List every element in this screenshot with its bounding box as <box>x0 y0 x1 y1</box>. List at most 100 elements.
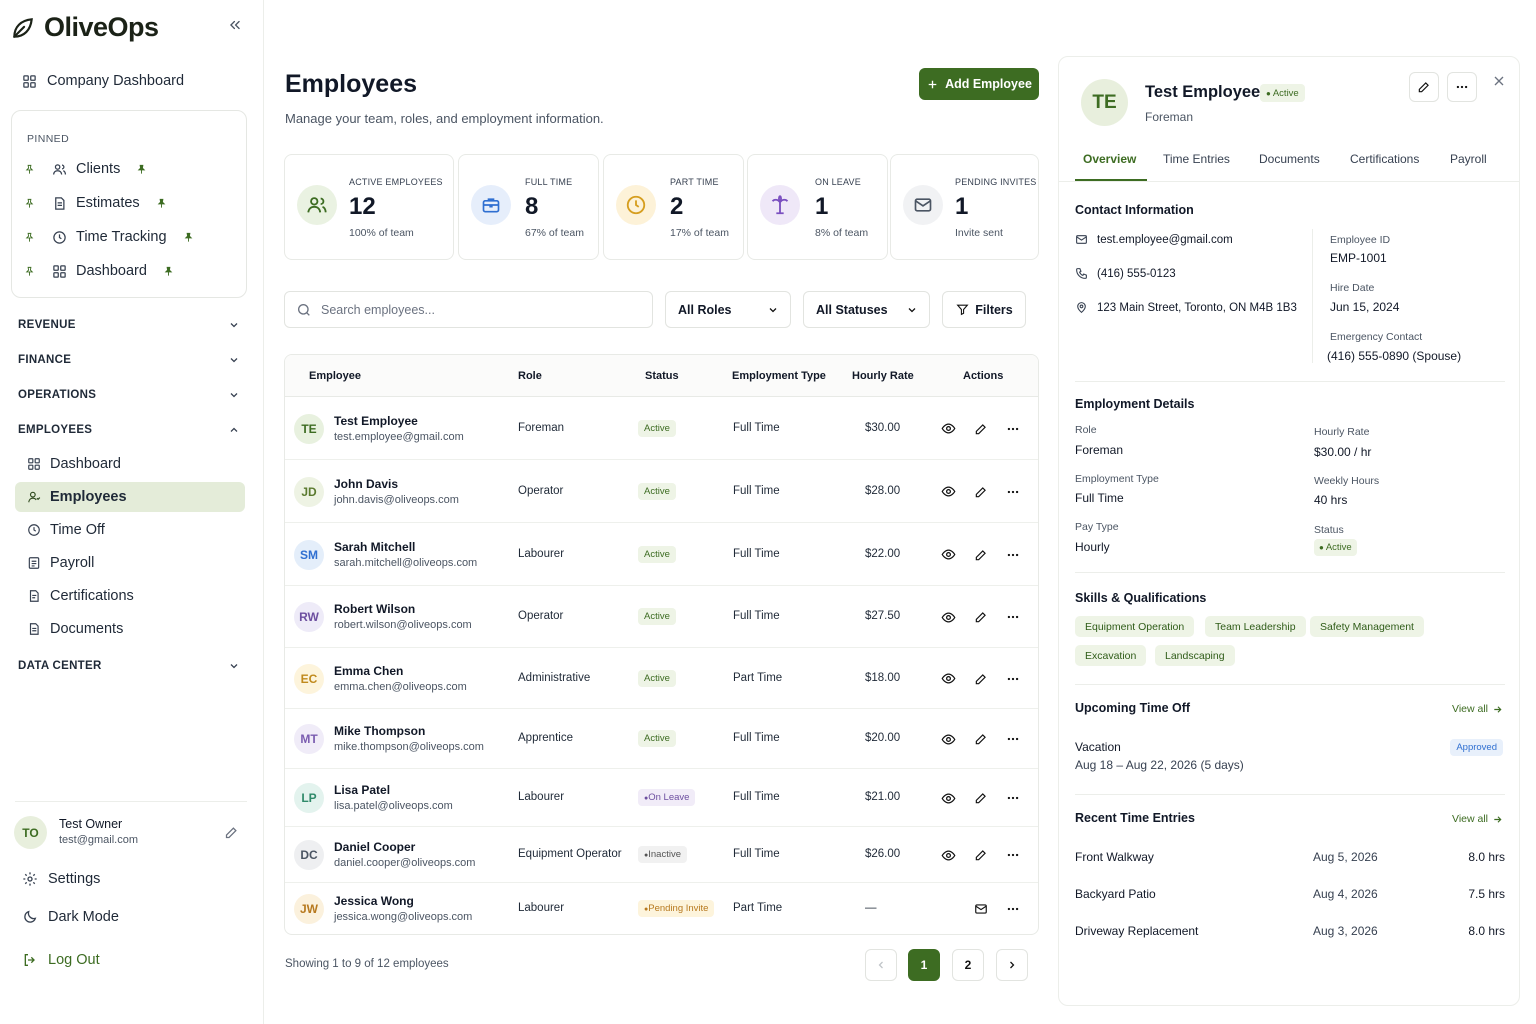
page-button-2[interactable]: 2 <box>952 949 984 981</box>
more-horizontal-icon[interactable] <box>1003 482 1023 502</box>
leaf-icon <box>10 15 36 41</box>
section-employees[interactable]: EMPLOYEES <box>18 424 240 436</box>
tab-certifications[interactable]: Certifications <box>1350 152 1420 166</box>
edit-icon[interactable] <box>224 825 239 840</box>
column-header[interactable]: Hourly Rate <box>852 370 914 382</box>
table-row[interactable]: SM Sarah Mitchell sarah.mitchell@oliveop… <box>285 523 1038 586</box>
tab-payroll[interactable]: Payroll <box>1450 152 1487 166</box>
column-header[interactable]: Status <box>645 370 679 382</box>
employee-name[interactable]: Test Employee <box>334 413 418 428</box>
edit-button[interactable] <box>1409 72 1439 102</box>
collapse-sidebar-icon[interactable] <box>228 18 242 32</box>
employee-name[interactable]: Daniel Cooper <box>334 840 416 854</box>
status-filter-select[interactable]: All Statuses <box>803 291 930 328</box>
employee-name[interactable]: Sarah Mitchell <box>334 539 416 554</box>
edit-icon[interactable] <box>971 419 991 439</box>
table-row[interactable]: JW Jessica Wong jessica.wong@oliveops.co… <box>285 883 1038 934</box>
table-row[interactable]: RW Robert Wilson robert.wilson@oliveops.… <box>285 586 1038 648</box>
more-horizontal-icon[interactable] <box>1003 729 1023 749</box>
pin-icon[interactable] <box>183 231 194 244</box>
more-button[interactable] <box>1447 72 1477 102</box>
page-button-1[interactable]: 1 <box>908 949 940 981</box>
role-filter-select[interactable]: All Roles <box>665 291 791 328</box>
employee-name[interactable]: Emma Chen <box>334 663 404 678</box>
settings-link[interactable]: Settings <box>22 871 100 887</box>
close-icon[interactable] <box>1491 73 1507 89</box>
next-page-button[interactable] <box>996 949 1028 981</box>
more-horizontal-icon[interactable] <box>1003 545 1023 565</box>
contact-email[interactable]: test.employee@gmail.com <box>1075 233 1233 246</box>
column-header[interactable]: Employee <box>309 370 361 382</box>
edit-icon[interactable] <box>971 482 991 502</box>
edit-icon[interactable] <box>971 788 991 808</box>
more-horizontal-icon[interactable] <box>1003 607 1023 627</box>
more-horizontal-icon[interactable] <box>1003 669 1023 689</box>
pin-icon[interactable] <box>156 197 167 210</box>
pinned-item-estimates[interactable]: Estimates <box>24 193 167 213</box>
pinned-item-time-tracking[interactable]: Time Tracking <box>24 227 194 247</box>
employee-name[interactable]: Jessica Wong <box>334 894 414 908</box>
filters-button[interactable]: Filters <box>942 291 1026 328</box>
tab-documents[interactable]: Documents <box>1259 152 1320 166</box>
table-row[interactable]: TE Test Employee test.employee@gmail.com… <box>285 397 1038 460</box>
view-icon[interactable] <box>938 545 958 565</box>
edit-icon[interactable] <box>971 607 991 627</box>
table-row[interactable]: MT Mike Thompson mike.thompson@oliveops.… <box>285 709 1038 769</box>
tab-time-entries[interactable]: Time Entries <box>1163 152 1230 166</box>
pinned-item-clients[interactable]: Clients <box>24 159 147 179</box>
table-row[interactable]: EC Emma Chen emma.chen@oliveops.com Admi… <box>285 648 1038 709</box>
sidebar-item-time-off[interactable]: Time Off <box>15 515 245 545</box>
more-horizontal-icon[interactable] <box>1003 899 1023 919</box>
view-icon[interactable] <box>938 788 958 808</box>
sidebar-item-documents[interactable]: Documents <box>15 614 245 644</box>
sidebar-item-payroll[interactable]: Payroll <box>15 548 245 578</box>
edit-icon[interactable] <box>971 545 991 565</box>
section-revenue[interactable]: REVENUE <box>18 319 240 331</box>
view-icon[interactable] <box>938 845 958 865</box>
sidebar-item-employees[interactable]: Employees <box>15 482 245 512</box>
section-operations[interactable]: OPERATIONS <box>18 389 240 401</box>
dark-mode-toggle[interactable]: Dark Mode <box>22 909 119 925</box>
more-horizontal-icon[interactable] <box>1003 788 1023 808</box>
table-row[interactable]: DC Daniel Cooper daniel.cooper@oliveops.… <box>285 827 1038 883</box>
employee-name[interactable]: Mike Thompson <box>334 724 426 738</box>
pin-icon[interactable] <box>163 265 174 278</box>
column-header[interactable]: Role <box>518 370 542 382</box>
section-finance[interactable]: FINANCE <box>18 354 240 366</box>
add-employee-button[interactable]: Add Employee <box>919 68 1039 100</box>
section-data-center[interactable]: DATA CENTER <box>18 660 240 672</box>
view-icon[interactable] <box>938 729 958 749</box>
employee-name[interactable]: John Davis <box>334 476 399 491</box>
tab-overview[interactable]: Overview <box>1083 152 1137 166</box>
employee-name[interactable]: Robert Wilson <box>334 602 416 616</box>
search-input[interactable] <box>321 302 621 317</box>
sidebar-item-certifications[interactable]: Certifications <box>15 581 245 611</box>
more-horizontal-icon[interactable] <box>1003 419 1023 439</box>
table-row[interactable]: JD John Davis john.davis@oliveops.com Op… <box>285 460 1038 523</box>
edit-icon[interactable] <box>971 729 991 749</box>
pinned-item-dashboard[interactable]: Dashboard <box>24 261 174 281</box>
view-all-entries-link[interactable]: View all <box>1452 813 1503 825</box>
view-icon[interactable] <box>938 419 958 439</box>
logo[interactable]: OliveOps <box>10 12 159 43</box>
sidebar-item-dashboard[interactable]: Dashboard <box>15 449 245 479</box>
edit-icon[interactable] <box>971 669 991 689</box>
clock-icon <box>52 230 67 245</box>
employee-name[interactable]: Lisa Patel <box>334 783 391 797</box>
hourly-rate: $21.00 <box>865 791 901 803</box>
column-header[interactable]: Employment Type <box>732 370 826 382</box>
contact-phone[interactable]: (416) 555-0123 <box>1075 267 1176 280</box>
company-dashboard-link[interactable]: Company Dashboard <box>22 73 184 89</box>
user-profile[interactable]: TO Test Owner test@gmail.com <box>14 815 244 851</box>
view-all-timeoff-link[interactable]: View all <box>1452 703 1503 715</box>
view-icon[interactable] <box>938 669 958 689</box>
table-row[interactable]: LP Lisa Patel lisa.patel@oliveops.com La… <box>285 769 1038 827</box>
view-icon[interactable] <box>938 482 958 502</box>
more-horizontal-icon[interactable] <box>1003 845 1023 865</box>
view-icon[interactable] <box>938 607 958 627</box>
prev-page-button[interactable] <box>865 949 897 981</box>
log-out-link[interactable]: Log Out <box>22 952 100 968</box>
pin-icon[interactable] <box>136 163 147 176</box>
edit-icon[interactable] <box>971 845 991 865</box>
resend-invite-icon[interactable] <box>971 899 991 919</box>
